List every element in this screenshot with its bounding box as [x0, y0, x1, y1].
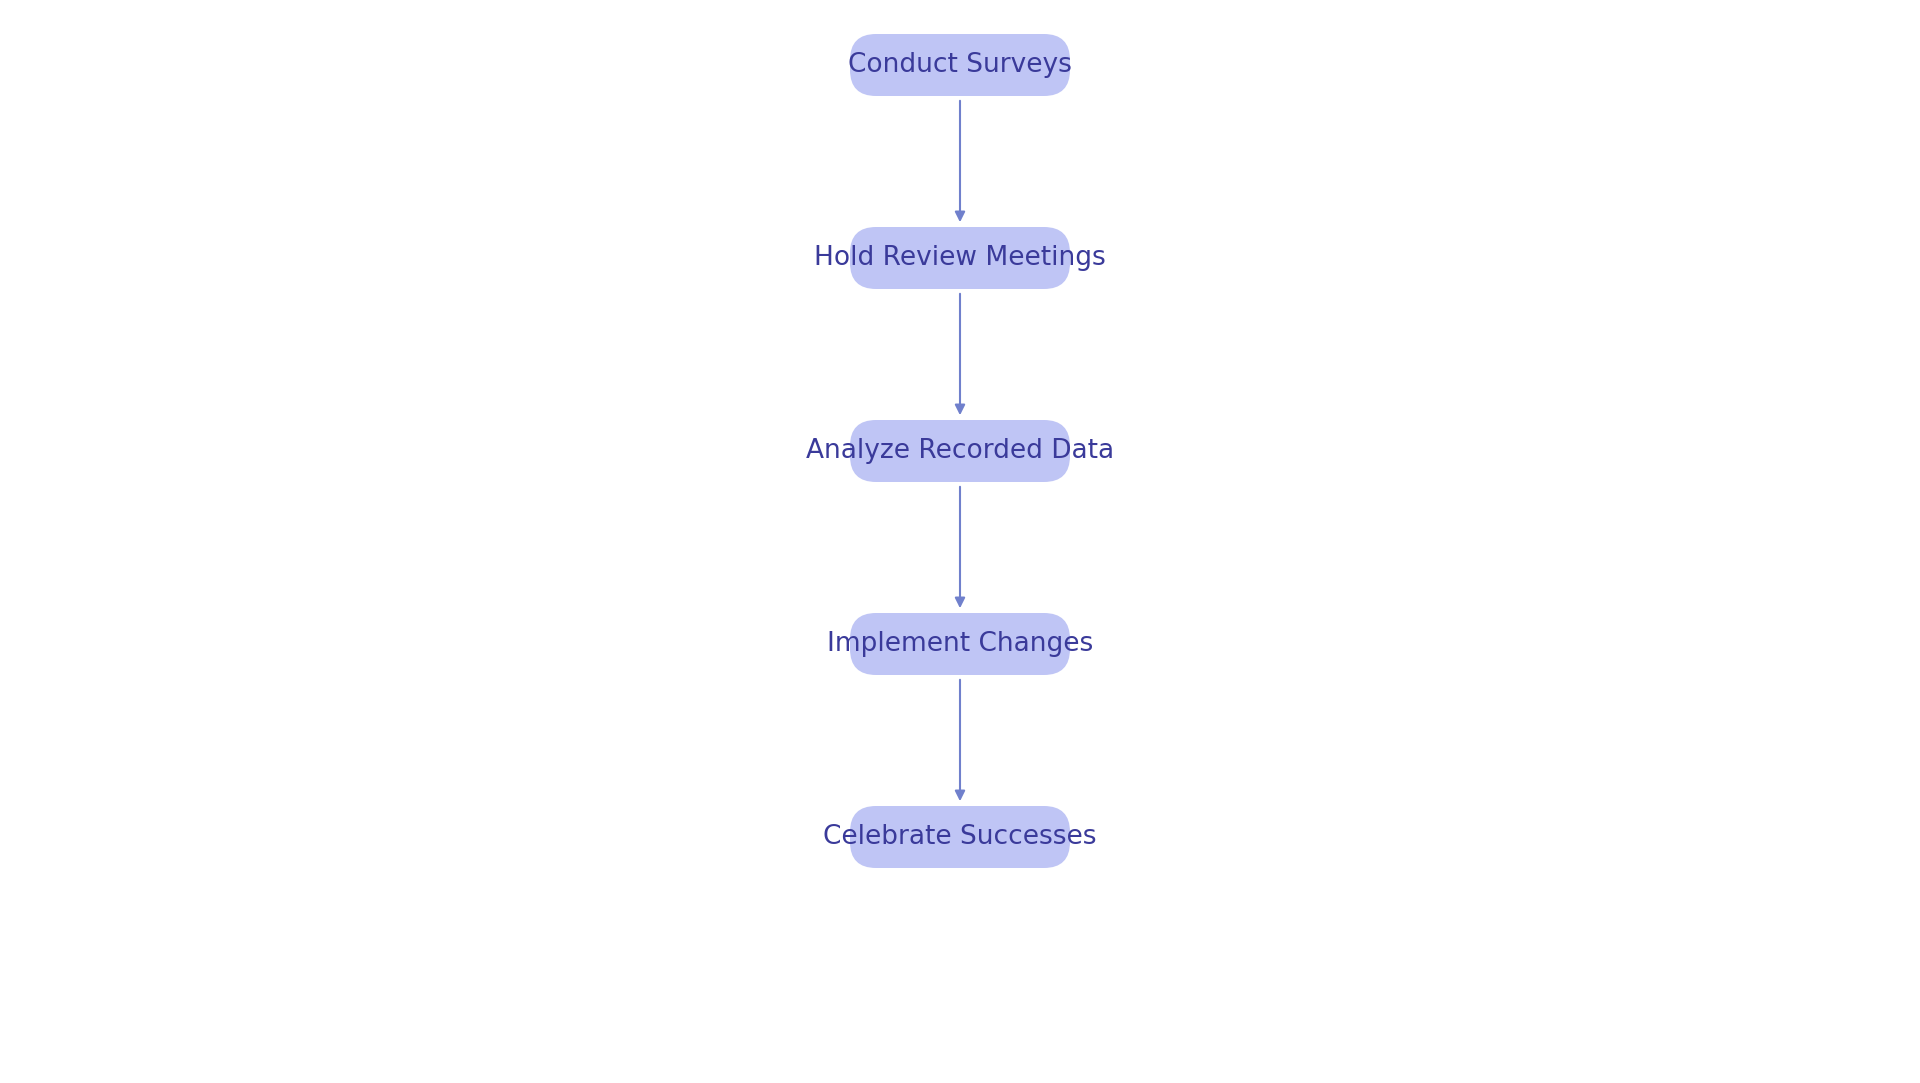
Text: Celebrate Successes: Celebrate Successes [824, 824, 1096, 850]
Text: Conduct Surveys: Conduct Surveys [849, 52, 1071, 78]
FancyBboxPatch shape [851, 227, 1069, 289]
Text: Analyze Recorded Data: Analyze Recorded Data [806, 438, 1114, 464]
FancyBboxPatch shape [851, 420, 1069, 482]
Text: Implement Changes: Implement Changes [828, 631, 1092, 657]
FancyBboxPatch shape [851, 613, 1069, 675]
FancyBboxPatch shape [851, 806, 1069, 867]
FancyBboxPatch shape [851, 34, 1069, 96]
Text: Hold Review Meetings: Hold Review Meetings [814, 245, 1106, 271]
